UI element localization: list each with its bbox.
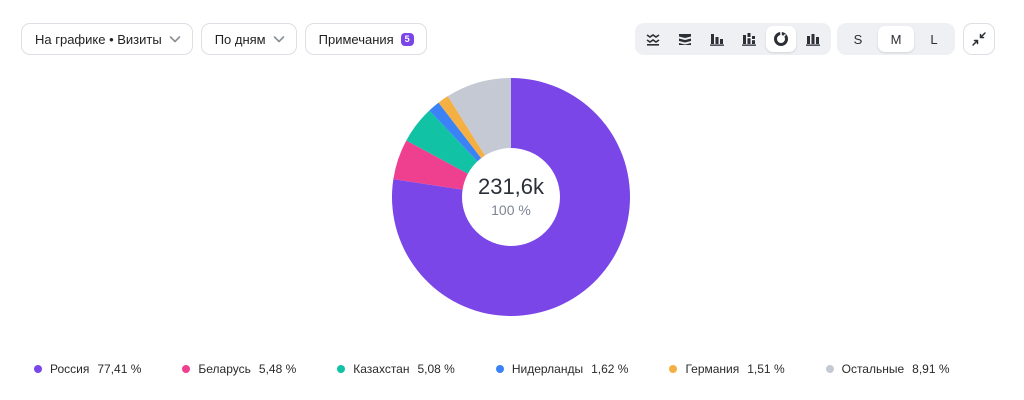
collapse-icon	[971, 31, 987, 47]
legend-item[interactable]: Остальные 8,91 %	[825, 362, 950, 376]
collapse-button[interactable]	[963, 23, 995, 55]
legend-item[interactable]: Германия 1,51 %	[669, 362, 785, 376]
donut-hole	[462, 148, 560, 246]
chart-legend: Россия 77,41 % Беларусь 5,48 % Казахстан 5,08…	[34, 362, 950, 376]
center-percent: 100 %	[491, 202, 531, 218]
size-m-button[interactable]: M	[878, 26, 914, 52]
legend-color-dot	[669, 365, 678, 373]
legend-item[interactable]: Казахстан 5,08 %	[337, 362, 455, 376]
bar-icon[interactable]	[702, 26, 732, 52]
legend-color-dot	[337, 365, 346, 373]
chevron-down-icon	[272, 32, 286, 46]
size-l-button[interactable]: L	[930, 31, 938, 47]
legend-label: Остальные	[841, 362, 905, 376]
size-s-button[interactable]: S	[853, 31, 863, 47]
toolbar-right: S M L	[635, 23, 995, 55]
chart-type-switcher	[635, 23, 831, 55]
legend-label: Казахстан	[353, 362, 410, 376]
legend-item[interactable]: Беларусь 5,48 %	[182, 362, 296, 376]
area-stacked-icon[interactable]	[638, 26, 668, 52]
legend-value: 5,48 %	[258, 362, 297, 376]
column-icon[interactable]	[798, 26, 828, 52]
legend-item[interactable]: Нидерланды 1,62 %	[495, 362, 629, 376]
legend-value: 5,08 %	[417, 362, 455, 376]
period-dropdown[interactable]: По дням	[200, 23, 297, 55]
notes-label: Примечания	[318, 31, 394, 47]
pie-icon[interactable]	[766, 26, 796, 52]
metric-dropdown[interactable]: На графике • Визиты	[21, 23, 193, 55]
legend-color-dot	[495, 365, 504, 373]
period-dropdown-label: По дням	[214, 31, 266, 47]
bar-stacked-icon[interactable]	[734, 26, 764, 52]
center-total: 231,6k	[478, 174, 545, 199]
notes-count-badge: 5	[400, 32, 414, 46]
legend-color-dot	[182, 365, 191, 373]
size-switcher: S M L	[837, 23, 955, 55]
legend-label: Нидерланды	[511, 362, 584, 376]
legend-item[interactable]: Россия 77,41 %	[34, 362, 141, 376]
legend-label: Германия	[685, 362, 740, 376]
legend-color-dot	[825, 365, 834, 373]
chevron-down-icon	[168, 32, 182, 46]
toolbar-left: На графике • Визиты По дням Примечания 5	[21, 23, 427, 55]
notes-button[interactable]: Примечания 5	[304, 23, 427, 55]
legend-label: Беларусь	[198, 362, 251, 376]
legend-value: 77,41 %	[97, 362, 142, 376]
legend-value: 1,51 %	[747, 362, 785, 376]
legend-value: 1,62 %	[591, 362, 629, 376]
legend-label: Россия	[50, 362, 90, 376]
legend-value: 8,91 %	[912, 362, 950, 376]
metric-dropdown-label: На графике • Визиты	[35, 31, 162, 47]
area-stacked-alt-icon[interactable]	[670, 26, 700, 52]
legend-color-dot	[34, 365, 42, 373]
